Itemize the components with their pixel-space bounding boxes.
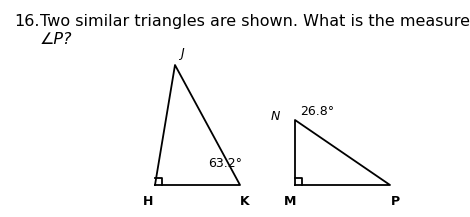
Text: 63.2°: 63.2° bbox=[208, 157, 242, 170]
Text: H: H bbox=[143, 195, 153, 208]
Text: 16.: 16. bbox=[14, 14, 39, 29]
Text: K: K bbox=[240, 195, 250, 208]
Text: 26.8°: 26.8° bbox=[300, 105, 334, 118]
Text: P: P bbox=[391, 195, 400, 208]
Text: Two similar triangles are shown. What is the measure of: Two similar triangles are shown. What is… bbox=[40, 14, 470, 29]
Text: M: M bbox=[284, 195, 296, 208]
Text: N: N bbox=[271, 110, 280, 123]
Text: J: J bbox=[180, 47, 184, 60]
Text: ∠P?: ∠P? bbox=[40, 32, 72, 47]
